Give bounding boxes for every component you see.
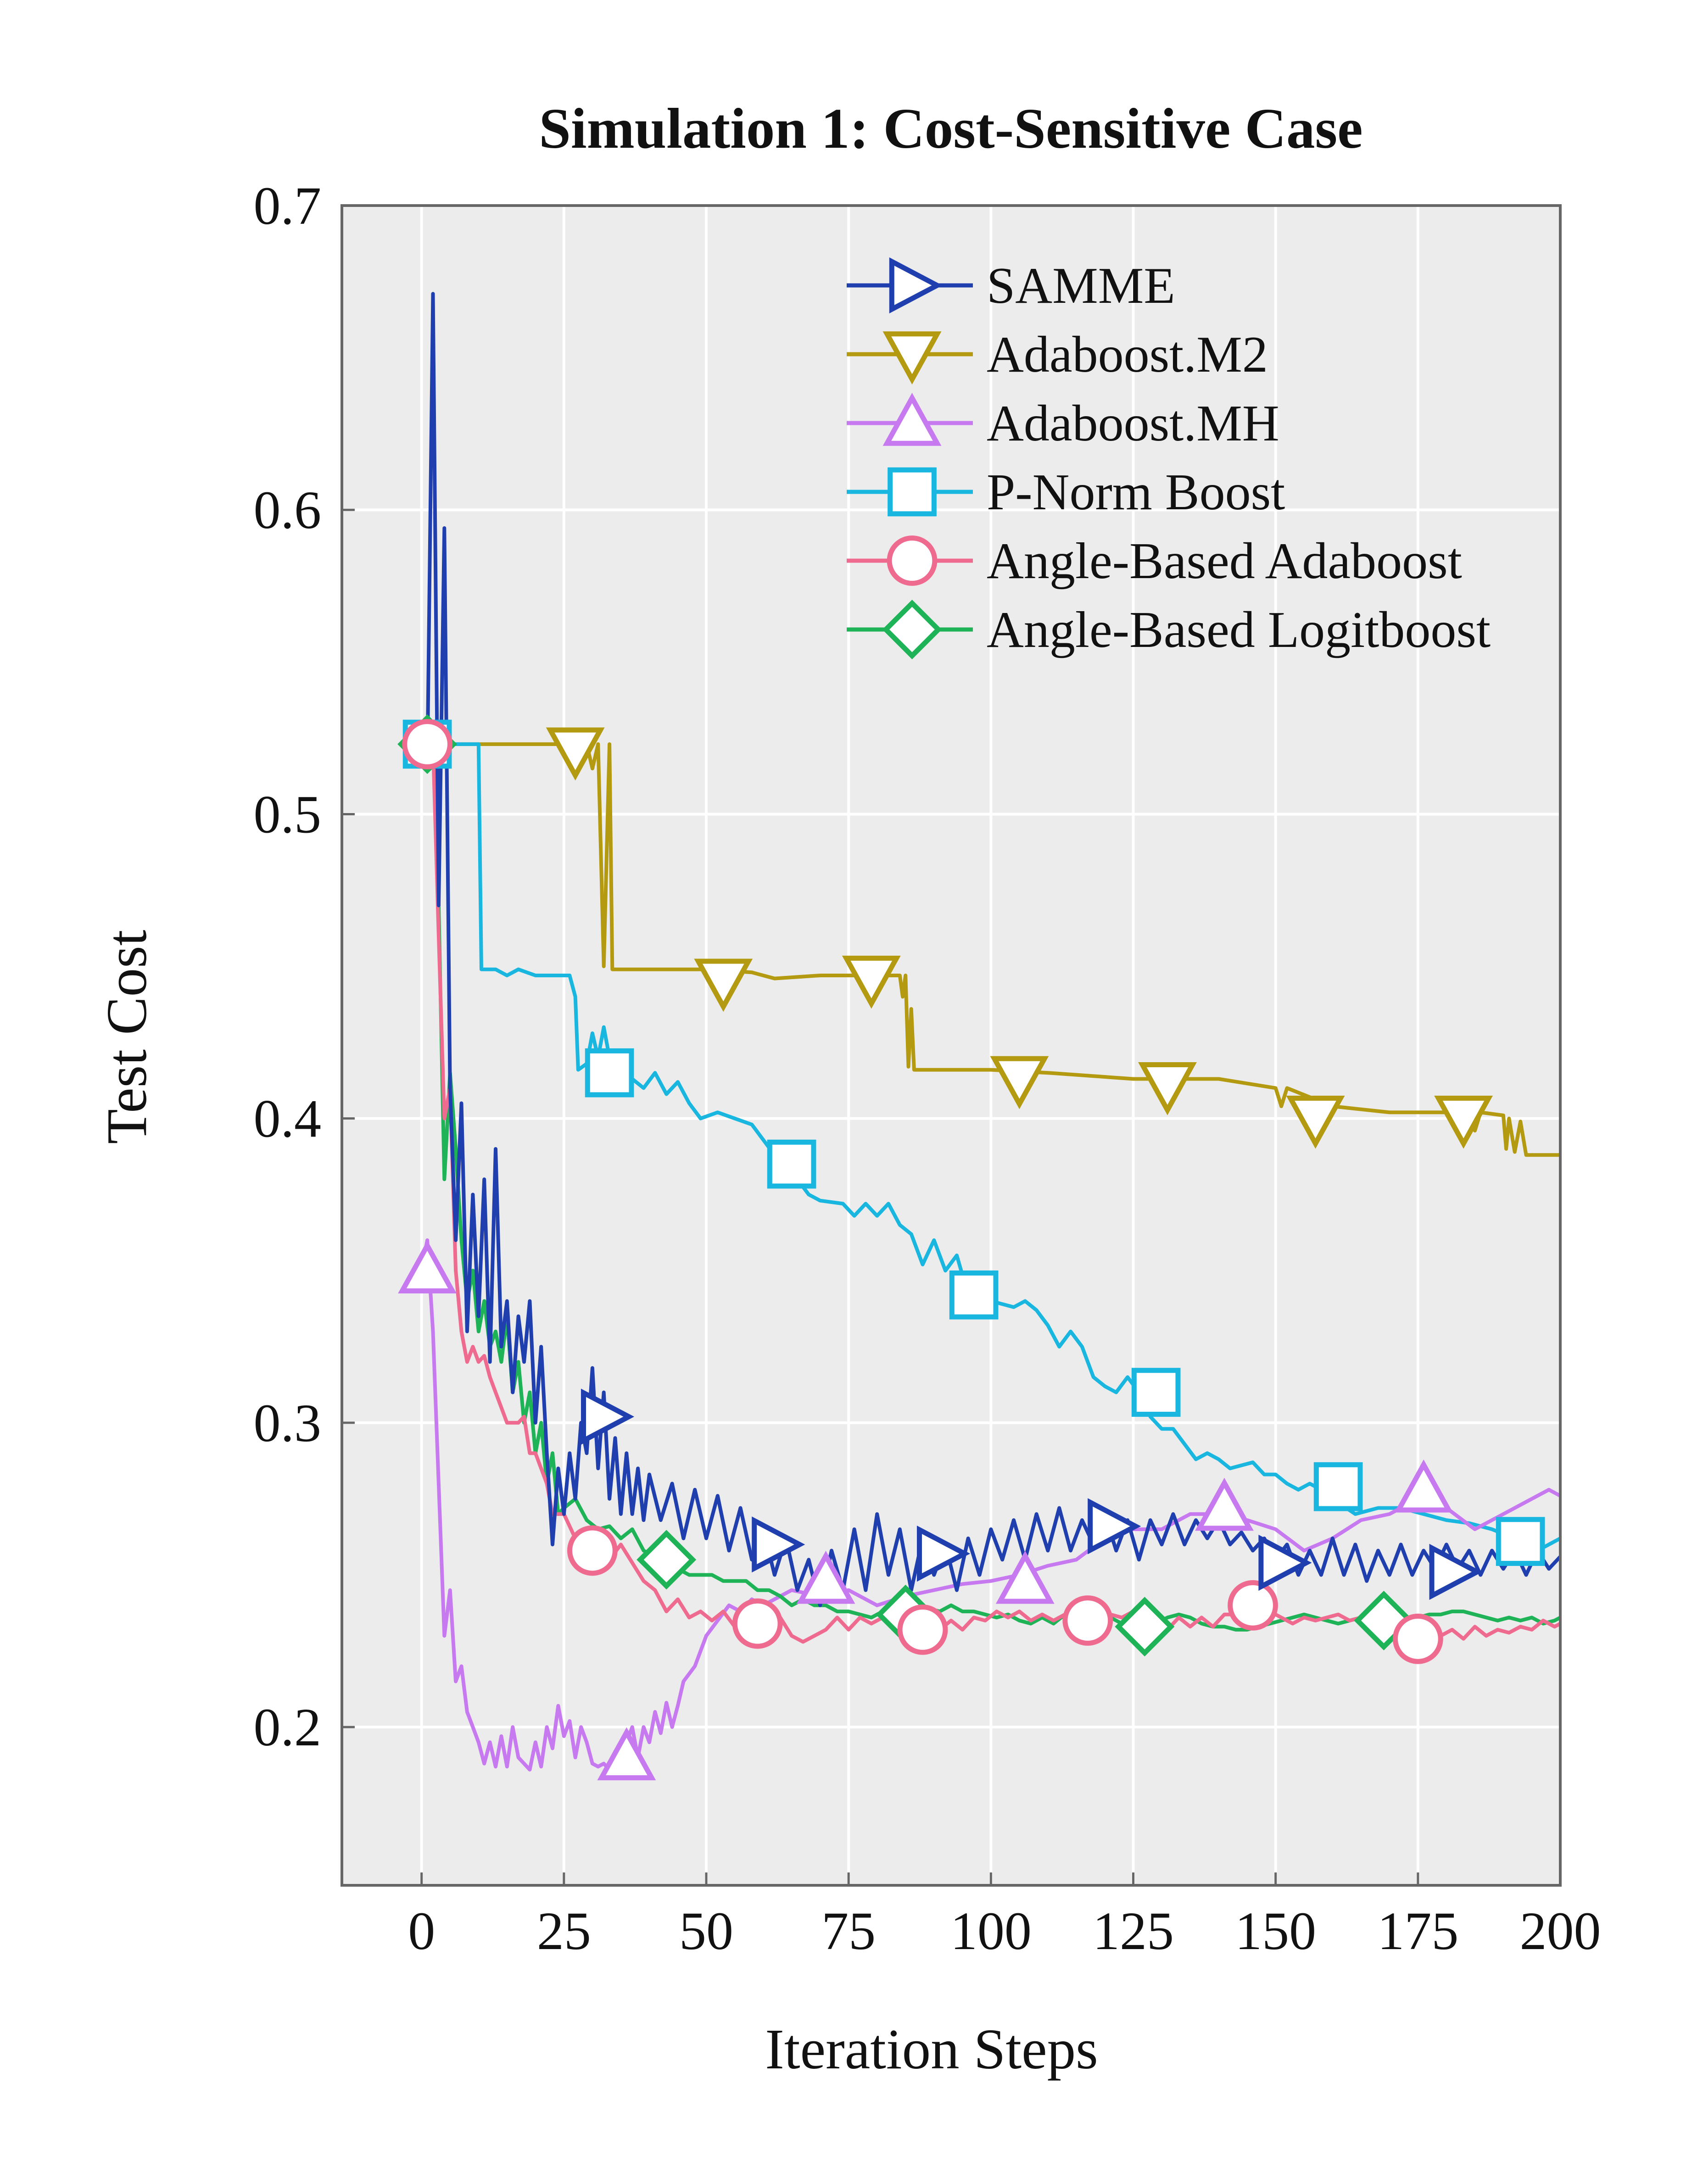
x-tick-label: 0 [408, 1901, 435, 1961]
legend-label: Adaboost.M2 [987, 326, 1268, 383]
series-line-p-norm-boost [421, 742, 1561, 1553]
legend-label: Angle-Based Logitboost [987, 602, 1491, 658]
data-point-adaboost-m2 [546, 727, 605, 781]
data-point-samme [916, 1525, 971, 1582]
data-point-angle-based-adaboost [1062, 1595, 1113, 1646]
x-tick-label: 125 [1093, 1901, 1174, 1961]
data-point-p-norm-boost [767, 1139, 816, 1189]
series-p-norm-boost [421, 742, 1561, 1553]
data-point-adaboost-mh [796, 1550, 855, 1604]
data-point-angle-based-logitboost [637, 1530, 697, 1590]
data-point-adaboost-m2 [1138, 1062, 1197, 1115]
y-tick-label: 0.7 [254, 176, 322, 236]
legend-label: Angle-Based Adaboost [987, 533, 1462, 590]
legend: SAMME Adaboost.M2 Adaboost.MH P-Norm Boost A… [847, 257, 1491, 659]
x-tick-label: 25 [537, 1901, 591, 1961]
series-layer [397, 292, 1562, 1781]
data-point-adaboost-mh [1394, 1459, 1453, 1513]
data-point-samme [581, 1388, 635, 1445]
data-point-angle-based-adaboost [1392, 1613, 1443, 1664]
data-point-adaboost-m2 [1434, 1095, 1493, 1149]
legend-marker [882, 600, 942, 659]
series-line-adaboost-m2 [421, 742, 1560, 1157]
x-tick-label: 150 [1235, 1901, 1316, 1961]
legend-marker [889, 257, 943, 314]
legend-label: Adaboost.MH [987, 395, 1279, 452]
data-point-angle-based-adaboost [402, 719, 452, 769]
data-point-p-norm-boost [1131, 1368, 1181, 1417]
series-line-samme [419, 292, 1562, 1607]
data-point-angle-based-logitboost [1115, 1597, 1175, 1657]
x-tick-label: 75 [821, 1901, 876, 1961]
y-tick-label: 0.2 [254, 1697, 322, 1757]
series-markers-adaboost-m2 [546, 727, 1493, 1149]
legend-marker [882, 393, 942, 446]
y-tick-label: 0.4 [254, 1089, 322, 1149]
legend-label: P-Norm Boost [987, 464, 1285, 521]
data-point-p-norm-boost [949, 1270, 999, 1320]
x-tick-label: 200 [1520, 1901, 1601, 1961]
legend-item-adaboost-m2: Adaboost.M2 [847, 326, 1268, 384]
y-axis-label: Test Cost [95, 930, 159, 1144]
y-tick-label: 0.5 [254, 784, 322, 844]
data-point-adaboost-m2 [694, 958, 753, 1012]
legend-marker [882, 331, 942, 384]
series-line-adaboost-mh [419, 1238, 1561, 1772]
y-tick-label: 0.6 [254, 480, 322, 540]
legend-label: SAMME [987, 257, 1175, 314]
series-markers-adaboost-mh [398, 1240, 1453, 1781]
data-point-p-norm-boost [585, 1048, 634, 1098]
data-point-adaboost-mh [995, 1550, 1055, 1604]
series-adaboost-mh [419, 1238, 1561, 1772]
legend-item-samme: SAMME [847, 257, 1175, 314]
series-samme [419, 292, 1562, 1607]
chart-title: Simulation 1: Cost-Sensitive Case [539, 97, 1362, 161]
data-point-angle-based-adaboost [897, 1604, 948, 1655]
data-point-p-norm-boost [1496, 1517, 1545, 1566]
data-point-adaboost-mh [597, 1727, 656, 1781]
series-markers-samme [581, 1388, 1483, 1600]
data-point-samme [752, 1516, 805, 1573]
legend-marker [888, 467, 937, 517]
data-point-p-norm-boost [1313, 1462, 1363, 1511]
data-point-angle-based-adaboost [732, 1598, 783, 1649]
data-point-adaboost-m2 [842, 955, 901, 1009]
data-point-samme [1258, 1534, 1312, 1591]
legend-item-p-norm-boost: P-Norm Boost [847, 464, 1285, 521]
legend-item-angle-based-logitboost: Angle-Based Logitboost [847, 600, 1491, 659]
data-point-adaboost-mh [398, 1240, 457, 1293]
plot-frame [341, 204, 1562, 1887]
y-tick-label: 0.3 [254, 1393, 322, 1453]
x-tick-label: 100 [950, 1901, 1032, 1961]
data-point-angle-based-adaboost [1228, 1580, 1278, 1631]
legend-item-angle-based-adaboost: Angle-Based Adaboost [847, 533, 1462, 590]
data-point-angle-based-adaboost [567, 1525, 618, 1576]
x-tick-label: 175 [1377, 1901, 1458, 1961]
series-markers-angle-based-adaboost [402, 719, 1443, 1664]
x-axis-ticks: 0 25 50 75 100 125 150 175 200 [408, 1872, 1601, 1961]
data-point-adaboost-m2 [1286, 1095, 1345, 1149]
x-tick-label: 50 [679, 1901, 733, 1961]
data-point-samme [1088, 1498, 1141, 1554]
legend-item-adaboost-mh: Adaboost.MH [847, 393, 1279, 452]
legend-marker [887, 535, 938, 586]
series-adaboost-m2 [421, 742, 1560, 1157]
data-point-samme [1429, 1543, 1483, 1600]
data-point-adaboost-mh [1195, 1477, 1254, 1531]
y-axis-ticks: 0.2 0.3 0.4 0.5 0.6 0.7 [254, 176, 355, 1757]
data-point-adaboost-m2 [990, 1056, 1049, 1109]
x-axis-label: Iteration Steps [765, 2018, 1098, 2081]
